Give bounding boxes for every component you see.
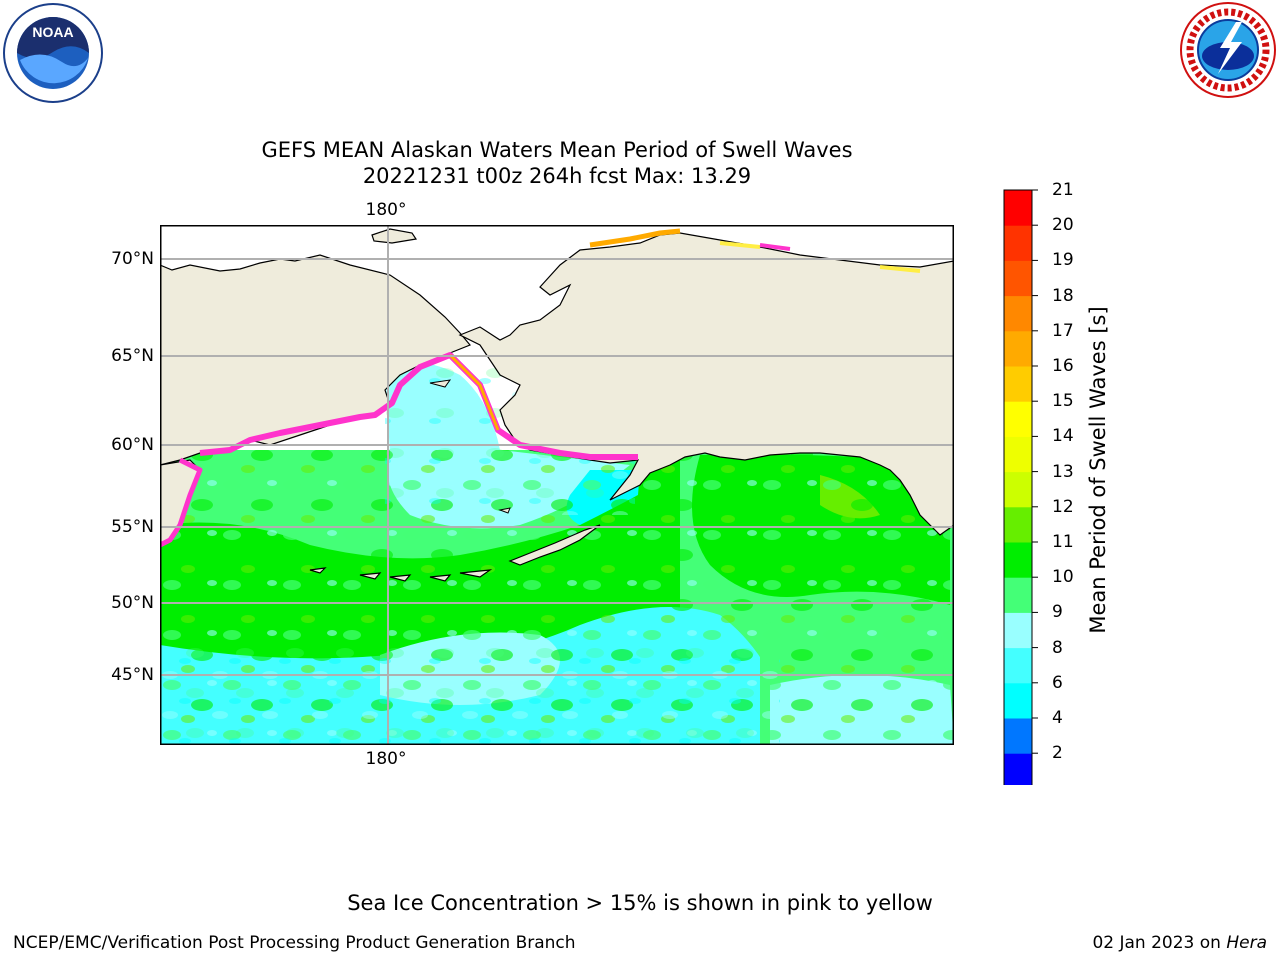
colorbar-tick-label: 14 xyxy=(1052,426,1074,447)
footer-machine: Hera xyxy=(1226,933,1267,953)
colorbar-segment xyxy=(1004,647,1032,684)
colorbar-tick-label: 20 xyxy=(1052,215,1074,236)
lat-label-60: 60°N xyxy=(111,435,154,455)
colorbar-tick-label: 15 xyxy=(1052,391,1074,412)
colorbar xyxy=(1003,189,1038,785)
lon-label-bottom: 180° xyxy=(365,749,407,769)
lat-label-70: 70°N xyxy=(111,249,154,269)
lat-label-50: 50°N xyxy=(111,593,154,613)
colorbar-segment xyxy=(1004,190,1032,226)
lon-label-top: 180° xyxy=(365,200,407,220)
colorbar-tick-label: 11 xyxy=(1052,532,1074,552)
colorbar-segment xyxy=(1004,436,1032,473)
land-alaska xyxy=(458,232,954,536)
map-gridlines xyxy=(160,225,954,745)
colorbar-segment xyxy=(1004,612,1032,649)
colorbar-tick-label: 17 xyxy=(1052,320,1074,341)
colorbar-segment xyxy=(1004,577,1032,613)
colorbar-segment xyxy=(1004,295,1032,332)
colorbar-segment xyxy=(1004,753,1032,785)
colorbar-segment xyxy=(1004,330,1032,367)
colorbar-segment xyxy=(1004,718,1032,754)
colorbar-segment xyxy=(1004,542,1032,578)
colorbar-frame xyxy=(1003,189,1033,785)
sea-ice-note: Sea Ice Concentration > 15% is shown in … xyxy=(347,891,933,915)
colorbar-tick-label: 18 xyxy=(1052,285,1074,306)
colorbar-tick-label: 19 xyxy=(1052,250,1074,271)
colorbar-label: Mean Period of Swell Waves [s] xyxy=(1086,306,1110,634)
colorbar-tick-label: 6 xyxy=(1052,672,1063,693)
lat-label-45: 45°N xyxy=(111,665,154,685)
colorbar-segment xyxy=(1004,506,1032,543)
footer-date: 02 Jan 2023 on Hera xyxy=(1092,933,1267,953)
noaa-logo: NOAA xyxy=(3,3,103,103)
noaa-wordmark: NOAA xyxy=(32,24,73,40)
map-frame xyxy=(160,225,954,745)
chart-title: GEFS MEAN Alaskan Waters Mean Period of … xyxy=(261,138,853,162)
aleutian-islands xyxy=(309,524,601,582)
colorbar-tick-label: 2 xyxy=(1052,743,1063,764)
nws-logo xyxy=(1180,2,1276,98)
swell-period-map xyxy=(160,225,954,745)
colorbar-segment xyxy=(1004,260,1032,297)
lat-label-65: 65°N xyxy=(111,346,154,366)
colorbar-tick-label: 9 xyxy=(1052,602,1063,623)
colorbar-segment xyxy=(1004,225,1032,261)
chart-subtitle: 20221231 t00z 264h fcst Max: 13.29 xyxy=(362,164,752,188)
footer-credit: NCEP/EMC/Verification Post Processing Pr… xyxy=(13,933,576,953)
colorbar-tick-label: 4 xyxy=(1052,708,1063,728)
colorbar-tick-label: 21 xyxy=(1052,180,1074,200)
lat-label-55: 55°N xyxy=(111,517,154,537)
colorbar-tick-label: 16 xyxy=(1052,356,1074,376)
colorbar-segment xyxy=(1004,401,1032,437)
colorbar-segment xyxy=(1004,471,1032,508)
colorbar-tick-label: 8 xyxy=(1052,637,1063,658)
colorbar-segment xyxy=(1004,682,1032,719)
colorbar-segment xyxy=(1004,366,1032,402)
colorbar-tick-label: 12 xyxy=(1052,496,1074,517)
colorbar-tick-label: 13 xyxy=(1052,461,1074,482)
colorbar-tick-label: 10 xyxy=(1052,567,1074,588)
footer-date-text: 02 Jan 2023 on xyxy=(1092,933,1221,953)
